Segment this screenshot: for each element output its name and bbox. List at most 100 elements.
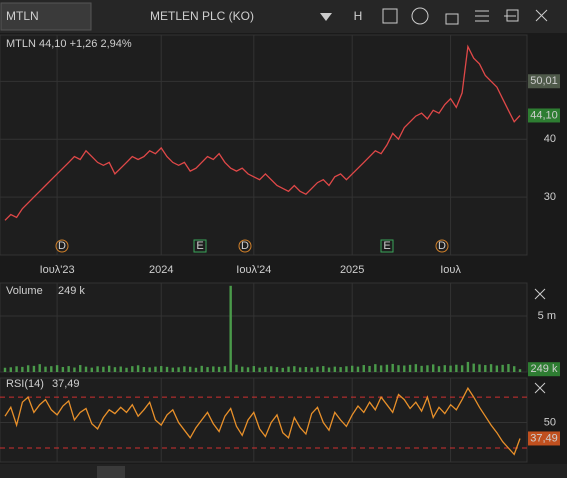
volume-value: 249 k xyxy=(58,285,85,297)
line xyxy=(4,44,521,221)
event-icon xyxy=(435,239,449,253)
bar xyxy=(67,366,70,372)
x-tick-label: Ιουλ'23 xyxy=(40,264,75,276)
last-value-marker xyxy=(528,362,560,377)
close-rsi[interactable] xyxy=(534,382,546,394)
toolbar-bg xyxy=(0,0,567,33)
bar xyxy=(223,366,227,372)
bar xyxy=(466,361,470,372)
bar xyxy=(322,366,325,372)
bar xyxy=(484,365,487,372)
bar xyxy=(356,366,360,372)
bar xyxy=(281,367,284,372)
bar xyxy=(177,367,180,372)
lock-icon[interactable] xyxy=(445,13,459,25)
bar xyxy=(200,365,203,372)
bar xyxy=(316,366,319,372)
bar xyxy=(339,367,342,372)
bar xyxy=(154,366,157,372)
maximize-icon[interactable] xyxy=(506,9,519,22)
symbol: MTLN xyxy=(6,9,39,23)
bar xyxy=(90,367,93,372)
last-value-marker xyxy=(528,431,560,446)
x-tick-label: Ιουλ xyxy=(440,264,461,276)
bottom-tab[interactable] xyxy=(97,466,125,478)
bar xyxy=(449,365,452,372)
bar xyxy=(212,366,215,372)
price-marker-label: 50,01 xyxy=(530,75,558,87)
bar xyxy=(171,367,175,372)
bar xyxy=(188,366,192,372)
menu-icon[interactable] xyxy=(475,10,489,22)
bar xyxy=(385,364,389,372)
bar xyxy=(61,366,65,372)
volume-title: Volume xyxy=(6,285,43,297)
bar xyxy=(501,364,504,372)
rsi-value: 37,49 xyxy=(52,378,80,390)
bar xyxy=(368,365,371,372)
bar xyxy=(414,364,418,372)
pane-bg xyxy=(0,377,528,463)
bar xyxy=(507,364,510,372)
x-tick-label: Ιουλ'24 xyxy=(236,264,271,276)
bar xyxy=(264,366,267,372)
bar xyxy=(73,367,76,372)
event-icon xyxy=(238,239,252,253)
event-label: D xyxy=(241,240,249,252)
comment-icon[interactable] xyxy=(411,7,429,25)
bar xyxy=(194,367,198,372)
bar xyxy=(21,366,24,372)
bar xyxy=(275,367,279,372)
bar xyxy=(131,366,134,372)
bar xyxy=(293,366,296,372)
dropdown-icon[interactable] xyxy=(320,13,332,21)
rsi-title: RSI(14) xyxy=(6,378,44,390)
bar xyxy=(408,364,412,372)
bar xyxy=(397,365,400,372)
bar xyxy=(96,366,99,372)
bar xyxy=(148,367,151,372)
bar xyxy=(362,365,365,372)
symbol-box[interactable] xyxy=(0,2,92,31)
bar xyxy=(206,367,209,372)
price-marker xyxy=(528,108,560,123)
bar xyxy=(518,369,522,372)
bar xyxy=(298,367,302,372)
bottom-bar xyxy=(0,464,567,478)
bar xyxy=(310,367,313,372)
bar xyxy=(235,364,238,372)
bar xyxy=(125,367,128,372)
y-tick-label: 50 xyxy=(544,416,556,428)
bar xyxy=(79,365,82,372)
event-icon xyxy=(55,239,69,253)
interval[interactable]: H xyxy=(354,9,363,23)
layout-icon[interactable] xyxy=(382,8,398,24)
event-label: E xyxy=(383,240,390,252)
bar xyxy=(403,365,406,372)
bar xyxy=(102,366,105,372)
x-tick-label: 2024 xyxy=(149,264,173,276)
bar xyxy=(391,363,394,372)
bar xyxy=(119,366,122,372)
bar xyxy=(165,366,169,372)
bar xyxy=(443,365,446,372)
event-label: D xyxy=(58,240,66,252)
bar xyxy=(432,364,435,372)
bar xyxy=(269,366,273,372)
bar xyxy=(50,366,53,372)
price-marker xyxy=(528,74,560,89)
bar xyxy=(350,365,354,372)
bar xyxy=(258,367,261,372)
bar xyxy=(3,367,7,372)
bar xyxy=(379,365,383,372)
line xyxy=(4,386,521,456)
bar xyxy=(246,367,250,372)
toolbar: MTLN METLEN PLC (KO) H xyxy=(0,0,567,33)
close-icon[interactable] xyxy=(535,9,548,22)
bar xyxy=(32,365,36,372)
close-volume[interactable] xyxy=(534,288,546,300)
bar xyxy=(107,365,111,372)
bar xyxy=(142,366,146,372)
bar xyxy=(345,366,348,372)
event-icon xyxy=(193,239,207,253)
